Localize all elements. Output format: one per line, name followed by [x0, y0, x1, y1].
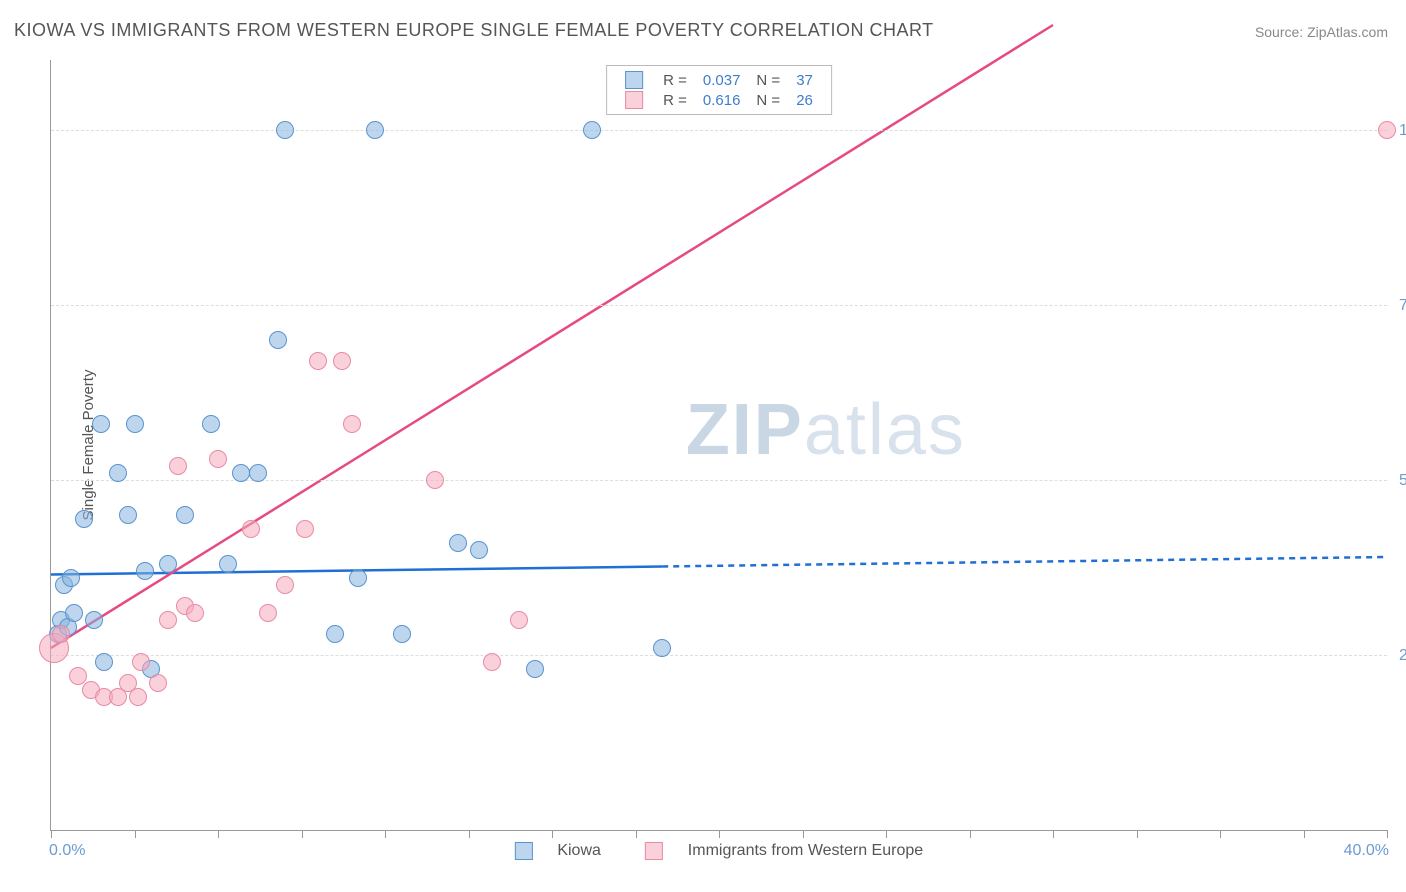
data-point-pink — [296, 520, 314, 538]
x-tick — [135, 830, 136, 838]
data-point-pink — [186, 604, 204, 622]
data-point-blue — [219, 555, 237, 573]
gridline: 100.0% — [51, 130, 1387, 131]
data-point-blue — [119, 506, 137, 524]
y-tick-label: 75.0% — [1395, 297, 1406, 315]
data-point-pink — [69, 667, 87, 685]
data-point-pink — [169, 457, 187, 475]
data-point-blue — [393, 625, 411, 643]
data-point-blue — [326, 625, 344, 643]
data-point-blue — [449, 534, 467, 552]
series-legend: Kiowa Immigrants from Western Europe — [495, 842, 943, 860]
y-tick-label: 50.0% — [1395, 472, 1406, 490]
regression-line-blue-dashed — [662, 557, 1387, 566]
data-point-blue — [109, 464, 127, 482]
data-point-pink — [52, 625, 70, 643]
data-point-pink — [276, 576, 294, 594]
data-point-blue — [232, 464, 250, 482]
data-point-blue — [269, 331, 287, 349]
data-point-blue — [249, 464, 267, 482]
x-tick — [385, 830, 386, 838]
data-point-blue — [62, 569, 80, 587]
data-point-blue — [583, 121, 601, 139]
swatch-pink-icon — [645, 842, 663, 860]
data-point-blue — [526, 660, 544, 678]
data-point-blue — [202, 415, 220, 433]
data-point-pink — [242, 520, 260, 538]
data-point-blue — [366, 121, 384, 139]
data-point-pink — [510, 611, 528, 629]
gridline: 50.0% — [51, 480, 1387, 481]
data-point-pink — [426, 471, 444, 489]
data-point-blue — [276, 121, 294, 139]
data-point-pink — [333, 352, 351, 370]
x-tick — [51, 830, 52, 838]
x-axis-end-label: 40.0% — [1344, 842, 1389, 860]
data-point-pink — [149, 674, 167, 692]
data-point-blue — [85, 611, 103, 629]
x-tick — [1053, 830, 1054, 838]
data-point-pink — [209, 450, 227, 468]
gridline: 75.0% — [51, 305, 1387, 306]
data-point-blue — [75, 510, 93, 528]
data-point-blue — [349, 569, 367, 587]
x-tick — [302, 830, 303, 838]
data-point-blue — [176, 506, 194, 524]
y-tick-label: 25.0% — [1395, 647, 1406, 665]
source-label: Source: ZipAtlas.com — [1255, 24, 1388, 40]
x-tick — [636, 830, 637, 838]
data-point-pink — [159, 611, 177, 629]
data-point-pink — [1378, 121, 1396, 139]
x-tick — [469, 830, 470, 838]
x-tick — [1387, 830, 1388, 838]
swatch-blue-icon — [515, 842, 533, 860]
data-point-pink — [483, 653, 501, 671]
x-tick — [886, 830, 887, 838]
data-point-blue — [126, 415, 144, 433]
data-point-blue — [136, 562, 154, 580]
x-tick — [218, 830, 219, 838]
x-tick — [1137, 830, 1138, 838]
data-point-blue — [65, 604, 83, 622]
legend-label-pink: Immigrants from Western Europe — [688, 842, 923, 859]
x-tick — [1220, 830, 1221, 838]
regression-line-pink — [51, 25, 1053, 648]
data-point-pink — [309, 352, 327, 370]
x-tick — [803, 830, 804, 838]
data-point-blue — [92, 415, 110, 433]
legend-label-blue: Kiowa — [557, 842, 601, 859]
regression-lines — [51, 60, 1387, 830]
data-point-pink — [129, 688, 147, 706]
x-tick — [1304, 830, 1305, 838]
scatter-plot: Single Female Poverty ZIPatlas R =0.037 … — [50, 60, 1387, 831]
data-point-pink — [259, 604, 277, 622]
gridline: 25.0% — [51, 655, 1387, 656]
chart-title: KIOWA VS IMMIGRANTS FROM WESTERN EUROPE … — [14, 20, 934, 41]
data-point-blue — [470, 541, 488, 559]
data-point-blue — [653, 639, 671, 657]
x-tick — [719, 830, 720, 838]
data-point-pink — [343, 415, 361, 433]
x-tick — [552, 830, 553, 838]
data-point-blue — [159, 555, 177, 573]
y-tick-label: 100.0% — [1395, 122, 1406, 140]
x-tick — [970, 830, 971, 838]
data-point-blue — [95, 653, 113, 671]
x-axis-start-label: 0.0% — [49, 842, 85, 860]
data-point-pink — [132, 653, 150, 671]
